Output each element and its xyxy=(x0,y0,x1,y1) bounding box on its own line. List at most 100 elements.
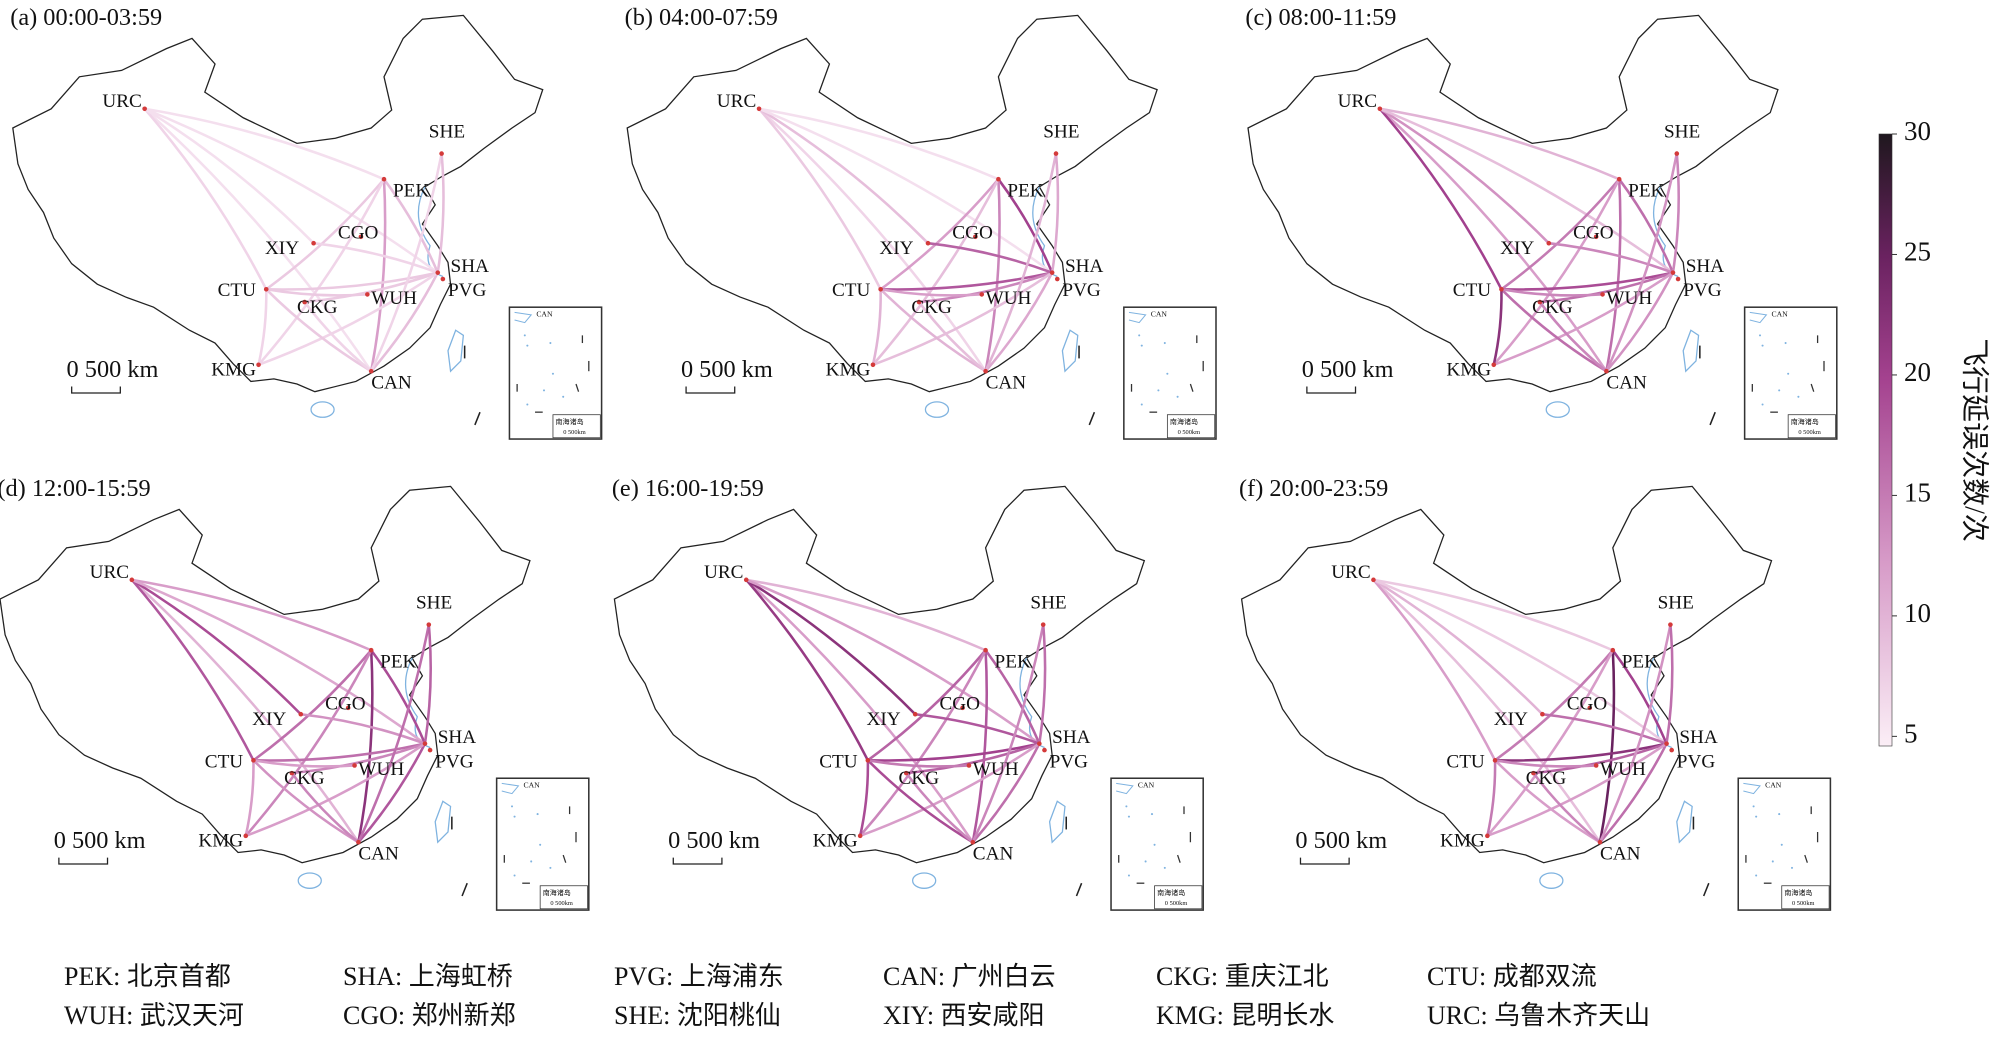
route xyxy=(369,271,440,373)
island xyxy=(1755,815,1758,818)
route xyxy=(369,648,427,745)
airport-dot xyxy=(1600,292,1605,297)
route xyxy=(130,578,303,716)
route xyxy=(1605,177,1622,373)
route xyxy=(312,241,440,274)
airport-label: CAN xyxy=(973,843,1014,864)
airport-dot xyxy=(865,758,871,763)
airport-label: PVG xyxy=(1683,280,1722,301)
airport-label: CKG xyxy=(297,297,338,318)
airport-dot xyxy=(903,770,909,776)
airport-dot xyxy=(365,292,370,297)
island xyxy=(1780,843,1783,846)
route xyxy=(1547,241,1675,274)
route xyxy=(143,107,386,181)
route xyxy=(143,107,373,373)
airport-dot xyxy=(1037,741,1042,746)
route xyxy=(264,287,373,373)
airport-dot xyxy=(289,770,295,776)
airport-dot xyxy=(1587,705,1593,711)
route xyxy=(130,578,255,762)
route xyxy=(423,623,432,745)
scale-bar xyxy=(1299,857,1350,865)
legend-entry: CGO: 郑州新郑 xyxy=(343,1001,516,1030)
island xyxy=(1778,389,1781,392)
airport-dot xyxy=(983,647,988,653)
airport-label: SHE xyxy=(1664,122,1700,143)
legend-entry: CAN: 广州白云 xyxy=(883,962,1056,991)
route xyxy=(1538,300,1608,373)
island xyxy=(1752,805,1755,808)
airport-dot xyxy=(1669,747,1674,753)
route xyxy=(1372,578,1615,652)
route xyxy=(744,578,917,716)
inset-coast xyxy=(1749,311,1768,324)
taiwan xyxy=(1061,329,1079,373)
route xyxy=(757,107,882,291)
colorbar-tick-label: 15 xyxy=(1904,478,1931,508)
airport-label: KMG xyxy=(1446,360,1491,381)
airport-label: CKG xyxy=(1532,297,1573,318)
airport-label: PVG xyxy=(435,751,474,772)
island xyxy=(1163,342,1166,345)
airport-dot xyxy=(251,758,256,763)
island xyxy=(562,395,565,398)
island xyxy=(539,843,542,846)
inset-coast xyxy=(1116,782,1134,795)
legend-entry: KMG: 昆明长水 xyxy=(1156,1001,1334,1030)
airport-dot xyxy=(1537,299,1543,305)
legend-entry: WUH: 武汉天河 xyxy=(64,1001,244,1030)
island xyxy=(526,403,529,406)
airport-dot xyxy=(426,622,432,627)
hainan xyxy=(911,872,937,889)
island xyxy=(1150,813,1154,816)
taiwan xyxy=(447,329,465,373)
route xyxy=(757,107,987,373)
inset-legend-box xyxy=(539,885,588,910)
legend-entry: CKG: 重庆江北 xyxy=(1156,962,1329,991)
map-panel: (f) 20:00-23:59 URC SHE PEK XIY CGO SHA PVG CTU C… xyxy=(1239,475,1832,911)
route xyxy=(1486,742,1668,838)
island xyxy=(513,815,516,818)
route xyxy=(926,241,1054,274)
airport-label: SHE xyxy=(429,122,465,143)
route xyxy=(917,300,987,373)
route xyxy=(913,712,1041,745)
island xyxy=(551,372,554,375)
island xyxy=(1761,344,1764,347)
airport-label: WUH xyxy=(371,288,417,309)
scale-bar-label: 0 500 km xyxy=(1302,356,1394,383)
route xyxy=(369,152,443,373)
taiwan xyxy=(1048,800,1066,844)
island xyxy=(530,860,533,863)
route xyxy=(1493,759,1602,844)
island xyxy=(1125,805,1128,808)
airport-dot xyxy=(1049,270,1055,275)
route xyxy=(971,648,989,844)
inset-coast xyxy=(1128,311,1147,324)
island xyxy=(549,866,552,869)
map-panel: (e) 16:00-19:59 URC SHE PEK XIY CGO SHA PVG CTU C… xyxy=(612,475,1204,911)
airport-label: WUH xyxy=(1606,288,1652,309)
airport-label: WUH xyxy=(358,759,404,780)
airport-label: XIY xyxy=(1494,709,1528,730)
route xyxy=(252,648,373,762)
airport-label: CAN xyxy=(1606,372,1647,393)
airport-label: CKG xyxy=(911,297,952,318)
airport-dot xyxy=(996,176,1001,182)
airport-dot xyxy=(970,839,976,845)
airport-label: PVG xyxy=(448,280,487,301)
airport-label: CAN xyxy=(371,372,412,393)
airport-dot xyxy=(1492,758,1498,763)
taiwan xyxy=(434,800,452,844)
dash xyxy=(474,411,481,426)
airport-label: URC xyxy=(704,562,743,583)
route xyxy=(303,271,440,304)
scale-bar xyxy=(1306,386,1357,394)
panel-title: (d) 12:00-15:59 xyxy=(0,475,151,502)
airport-label: WUH xyxy=(973,759,1019,780)
inset-dash xyxy=(575,383,580,392)
dash xyxy=(1088,411,1096,426)
colorbar-tick-label: 5 xyxy=(1904,719,1918,749)
airport-label: CAN xyxy=(1600,843,1641,864)
